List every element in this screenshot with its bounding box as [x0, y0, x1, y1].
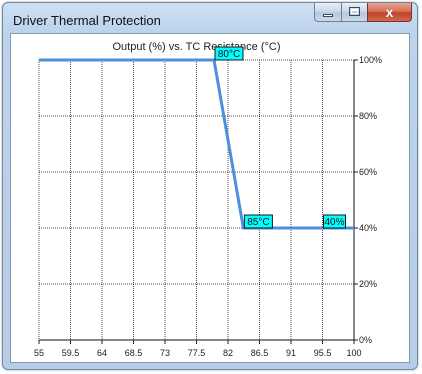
y-tick-label: 80%	[359, 111, 377, 121]
x-tick-label: 55	[34, 348, 44, 358]
minimize-icon	[323, 14, 333, 17]
maximize-button[interactable]	[341, 3, 367, 22]
y-tick-label: 60%	[359, 167, 377, 177]
chart-panel: Output (%) vs. TC Resistance (°C) 55 59.5 6…	[10, 33, 410, 363]
annotation-box	[214, 46, 244, 61]
x-tick-label: 73	[160, 348, 170, 358]
annotation-box	[243, 214, 273, 229]
annotation-label: 40%	[324, 217, 344, 228]
annotation-label: 80°C	[218, 49, 240, 60]
x-tick-label: 59.5	[62, 348, 80, 358]
x-tick-label: 77.5	[188, 348, 206, 358]
chart-title: Output (%) vs. TC Resistance (°C)	[112, 41, 280, 53]
annotation-label: 85°C	[247, 217, 269, 228]
x-tick-label: 91	[286, 348, 296, 358]
maximize-icon	[349, 7, 360, 16]
y-tick-label: 20%	[359, 279, 377, 289]
close-button[interactable]: x	[367, 3, 412, 22]
y-tick-label: 40%	[359, 223, 377, 233]
x-tick-label: 86.5	[251, 348, 269, 358]
thermal-chart: Output (%) vs. TC Resistance (°C) 55 59.5 6…	[34, 41, 382, 358]
y-tick-label: 100%	[359, 55, 382, 65]
series-line	[39, 58, 354, 230]
annotation-box	[323, 214, 346, 229]
window-title: Driver Thermal Protection	[13, 13, 161, 28]
x-tick-label: 64	[97, 348, 107, 358]
x-tick-label: 100	[346, 348, 361, 358]
y-tick-label: 0%	[359, 335, 372, 345]
caption-buttons: x	[314, 3, 412, 22]
x-tick-label: 82	[223, 348, 233, 358]
title-bar[interactable]: Driver Thermal Protection x	[3, 3, 417, 33]
close-icon: x	[385, 4, 394, 20]
minimize-button[interactable]	[314, 3, 341, 22]
x-tick-label: 68.5	[125, 348, 143, 358]
app-window: Driver Thermal Protection x Output (%) v…	[2, 2, 418, 370]
x-tick-label: 95.5	[314, 348, 332, 358]
